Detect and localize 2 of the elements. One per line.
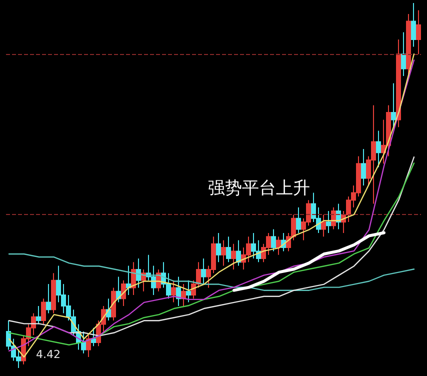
annotation: 4.42: [36, 348, 60, 361]
annotation: 强势平台上升: [208, 178, 310, 198]
